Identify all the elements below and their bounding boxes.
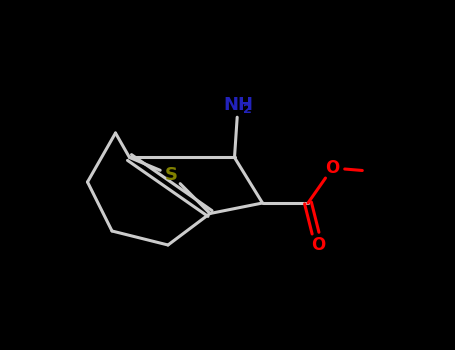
Text: NH: NH: [223, 96, 253, 114]
Text: 2: 2: [243, 103, 252, 116]
Text: O: O: [325, 159, 339, 177]
Text: S: S: [165, 166, 178, 184]
Text: O: O: [311, 236, 326, 254]
